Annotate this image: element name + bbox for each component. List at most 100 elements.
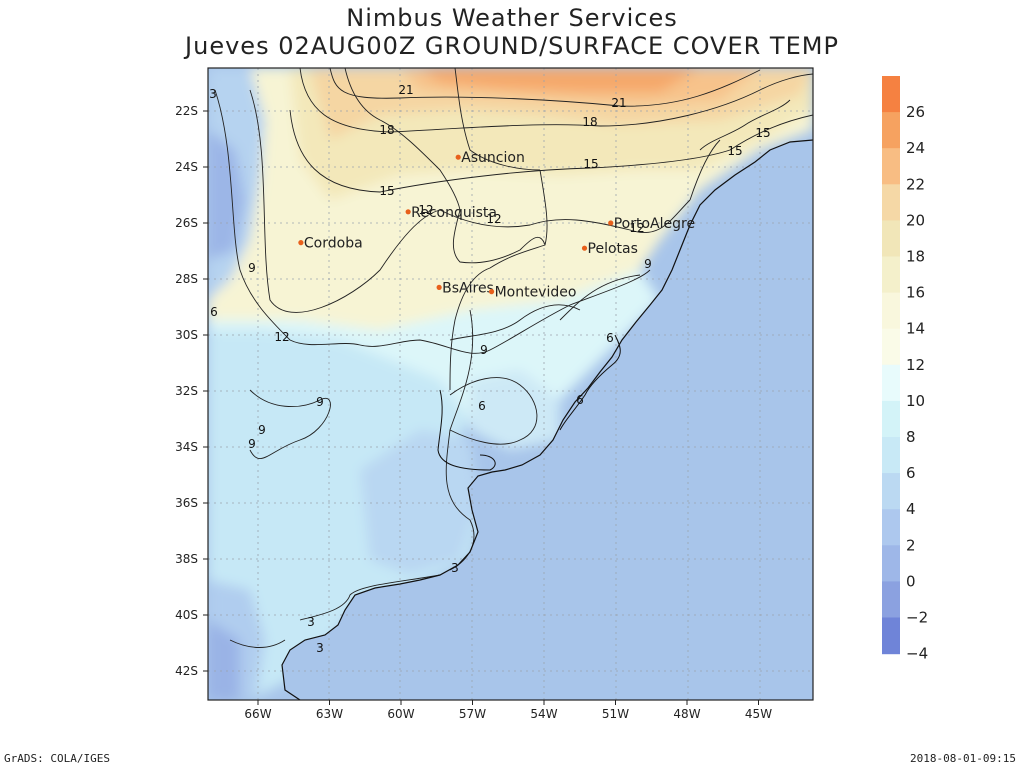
contour-label: 9: [258, 423, 266, 437]
contour-label: 6: [606, 331, 614, 345]
colorbar-label: 4: [906, 500, 916, 518]
contour-label: 3: [307, 615, 315, 629]
borders: [344, 68, 721, 391]
colorbar-label: 12: [906, 356, 925, 374]
city-marker: [488, 289, 495, 295]
contour-label: 6: [576, 393, 584, 407]
land-shading: [208, 68, 813, 700]
longitude-axis: 66W 63W 60W 57W 54W 51W 48W 45W: [244, 700, 772, 721]
map-plot-area: [208, 68, 813, 700]
colorbar-label: 0: [906, 572, 916, 590]
contour-label: 15: [379, 184, 394, 198]
contour-label: 3: [209, 87, 217, 101]
city-marker: [298, 240, 304, 246]
contour-label: 15: [755, 126, 770, 140]
coastline: [281, 139, 813, 700]
city-label: BsAires: [442, 280, 494, 296]
contour-label: 9: [248, 437, 256, 451]
colorbar-label: 26: [906, 103, 925, 121]
lagoon-outline: [559, 334, 621, 431]
colorbar-label: 14: [906, 320, 925, 338]
colorbar-swatch: [882, 220, 900, 258]
lon-tick-label: 48W: [673, 707, 700, 721]
latitude-axis: 22S 24S 26S 28S 30S 32S 34S 36S 38S 40S 42S: [175, 104, 208, 678]
lat-tick-label: 34S: [175, 440, 198, 454]
contour-label: 12: [486, 212, 501, 226]
colorbar-swatch: [882, 364, 900, 402]
city-marker: [608, 220, 614, 226]
colorbar-swatch: [882, 328, 900, 366]
colorbar-swatch: [882, 400, 900, 438]
contour-label: 18: [379, 123, 394, 137]
lat-tick-label: 36S: [175, 496, 198, 510]
contour-label: 6: [210, 305, 218, 319]
city-markers: Asuncion Reconquista PortoAlegre Cordoba Pel…: [298, 150, 695, 301]
city-marker: [436, 284, 442, 290]
lat-tick-label: 42S: [175, 664, 198, 678]
lon-tick-label: 57W: [459, 707, 486, 721]
contour-label: 3: [451, 561, 459, 575]
estuary-outline: [437, 389, 496, 471]
contour-label: 9: [316, 395, 324, 409]
lon-tick-label: 51W: [602, 707, 629, 721]
lon-tick-label: 63W: [316, 707, 343, 721]
city-label: Asuncion: [461, 150, 525, 166]
city-label: Montevideo: [495, 285, 577, 301]
ocean-overlay: [282, 140, 813, 700]
lon-tick-label: 60W: [387, 707, 414, 721]
lat-tick-label: 30S: [175, 328, 198, 342]
lon-tick-label: 45W: [745, 707, 772, 721]
colorbar-swatch: [882, 76, 900, 113]
lon-tick-label: 54W: [530, 707, 557, 721]
colorbar-label: −4: [906, 645, 928, 663]
contour-label: 12: [629, 221, 644, 235]
city-label: Pelotas: [588, 241, 638, 257]
contour-label: 6: [478, 399, 486, 413]
colorbar-swatch: [882, 256, 900, 294]
colorbar-label: −2: [906, 609, 928, 627]
colorbar-swatch: [882, 437, 900, 474]
colorbar-label: 10: [906, 392, 925, 410]
colorbar-label: 16: [906, 284, 925, 302]
colorbar-swatch: [882, 292, 900, 330]
colorbar-swatch: [882, 545, 900, 582]
contour-label: 21: [611, 96, 626, 110]
map-subtitle: Jueves 02AUG00Z GROUND/SURFACE COVER TEM…: [185, 32, 839, 60]
lat-tick-label: 38S: [175, 552, 198, 566]
city-label: PortoAlegre: [614, 216, 695, 232]
colorbar-swatch: [882, 509, 900, 546]
map-title: Nimbus Weather Services: [346, 4, 678, 32]
lat-tick-label: 24S: [175, 160, 198, 174]
colorbar-swatch: [882, 617, 900, 655]
colorbar-label: 6: [906, 464, 916, 482]
colorbar-swatch: [882, 148, 900, 185]
colorbar-label: 20: [906, 211, 925, 229]
contour-label: 9: [644, 257, 652, 271]
contour-label: 9: [248, 261, 256, 275]
lat-tick-label: 40S: [175, 608, 198, 622]
contour-label: 15: [727, 144, 742, 158]
lat-tick-label: 22S: [175, 104, 198, 118]
colorbar-label: 18: [906, 248, 925, 266]
city-marker: [405, 209, 411, 215]
colorbar-swatch: [882, 112, 900, 149]
lat-tick-label: 26S: [175, 216, 198, 230]
contour-label: 15: [583, 157, 598, 171]
colorbar-label: 2: [906, 536, 916, 554]
footer-timestamp: 2018-08-01-09:15: [910, 752, 1016, 765]
contour-label: 12: [418, 203, 433, 217]
contour-label: 3: [316, 641, 324, 655]
contour-label: 12: [274, 330, 289, 344]
lon-tick-label: 66W: [244, 707, 271, 721]
contour-label: 18: [582, 115, 597, 129]
colorbar-swatch: [882, 581, 900, 619]
colorbar-swatch: [882, 184, 900, 221]
city-marker: [581, 245, 588, 251]
colorbar-label: 24: [906, 139, 925, 157]
colorbar-swatch: [882, 473, 900, 510]
lat-tick-label: 28S: [175, 272, 198, 286]
colorbar-label: 22: [906, 175, 925, 193]
